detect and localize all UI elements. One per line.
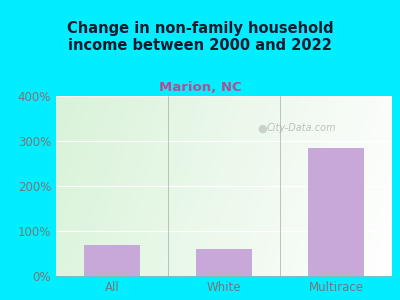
Bar bbox=[308, 148, 364, 276]
Text: Marion, NC: Marion, NC bbox=[159, 81, 241, 94]
Bar bbox=[196, 249, 252, 276]
Text: ●: ● bbox=[258, 123, 268, 134]
Bar bbox=[84, 245, 140, 276]
Text: Change in non-family household
income between 2000 and 2022: Change in non-family household income be… bbox=[67, 21, 333, 53]
Text: City-Data.com: City-Data.com bbox=[266, 123, 336, 134]
